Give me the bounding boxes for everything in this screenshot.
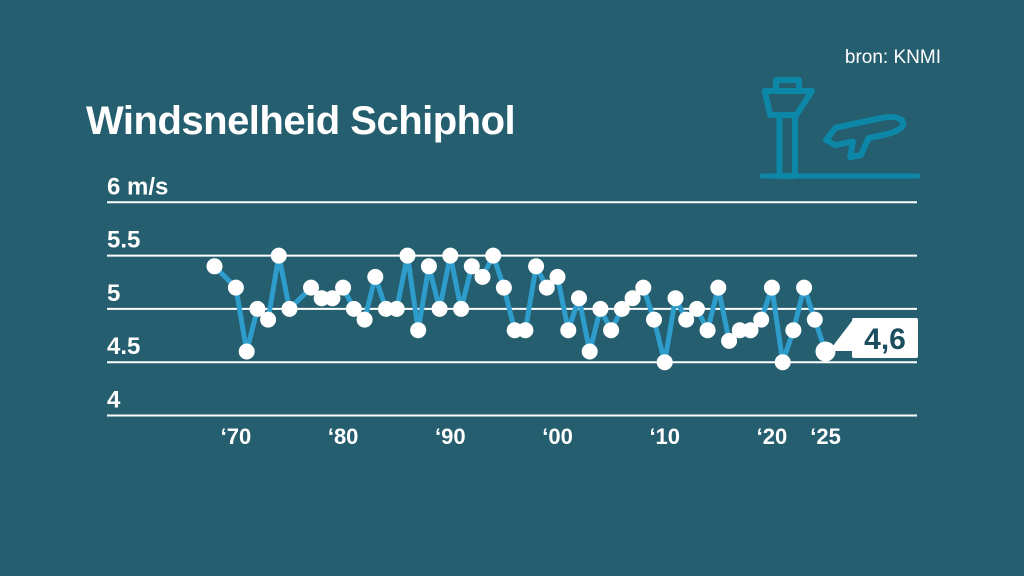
data-point — [721, 332, 738, 349]
data-point — [742, 322, 759, 339]
data-point — [388, 300, 405, 317]
data-point — [517, 322, 534, 339]
data-point — [206, 258, 223, 275]
airport-icon — [759, 77, 921, 179]
y-tick-label: 4 — [107, 387, 121, 414]
data-point — [249, 300, 266, 317]
data-point — [613, 300, 630, 317]
x-tick-label: ‘70 — [221, 424, 252, 449]
data-point — [474, 268, 491, 285]
data-point — [806, 311, 823, 328]
data-point — [646, 311, 662, 328]
data-point — [227, 279, 244, 296]
data-point — [528, 258, 545, 275]
data-point — [367, 268, 384, 285]
x-tick-label: ‘25 — [810, 424, 841, 449]
data-point — [281, 300, 298, 317]
airplane-takeoff-icon — [823, 114, 907, 161]
data-point — [485, 247, 502, 264]
x-tick-label: ‘20 — [757, 424, 788, 449]
data-point — [774, 354, 791, 371]
data-point — [549, 268, 566, 285]
data-point — [238, 343, 255, 360]
value-callout — [852, 318, 918, 358]
data-point — [335, 279, 352, 296]
data-point — [785, 322, 802, 339]
x-tick-label: ‘00 — [542, 424, 573, 449]
data-point — [603, 322, 620, 339]
data-point — [270, 247, 287, 264]
data-point — [560, 322, 577, 339]
y-tick-label: 6 m/s — [107, 173, 168, 200]
data-point — [796, 279, 813, 296]
data-point — [356, 311, 373, 328]
data-point — [463, 258, 480, 275]
data-point — [495, 279, 512, 296]
data-point — [410, 322, 427, 339]
data-point — [431, 300, 448, 317]
y-tick-label: 5.5 — [107, 227, 140, 254]
data-point — [635, 279, 652, 296]
last-data-point — [815, 341, 836, 362]
data-point — [442, 247, 459, 264]
data-point — [399, 247, 416, 264]
data-point — [571, 290, 587, 307]
page-title: Windsnelheid Schiphol — [86, 98, 516, 143]
data-point — [324, 290, 341, 307]
x-tick-label: ‘90 — [435, 424, 466, 449]
data-point — [667, 290, 684, 307]
data-point — [303, 279, 319, 296]
callout-value-label: 4,6 — [864, 323, 906, 356]
data-point — [688, 300, 705, 317]
x-tick-label: ‘80 — [328, 424, 359, 449]
y-tick-label: 4.5 — [107, 333, 140, 360]
data-point — [656, 354, 673, 371]
source-label: bron: KNMI — [844, 47, 941, 68]
data-point — [260, 311, 277, 328]
data-point — [753, 311, 770, 328]
x-tick-label: ‘10 — [649, 424, 680, 449]
data-point — [581, 343, 598, 360]
data-point — [624, 290, 641, 307]
data-point — [678, 311, 695, 328]
data-point — [345, 300, 362, 317]
data-point — [592, 300, 609, 317]
data-point — [699, 322, 716, 339]
data-point — [420, 258, 437, 275]
callout-tail — [829, 321, 852, 351]
y-tick-label: 5 — [107, 280, 120, 307]
data-point — [538, 279, 555, 296]
data-point — [710, 279, 727, 296]
data-point — [763, 279, 780, 296]
data-point — [453, 300, 470, 317]
